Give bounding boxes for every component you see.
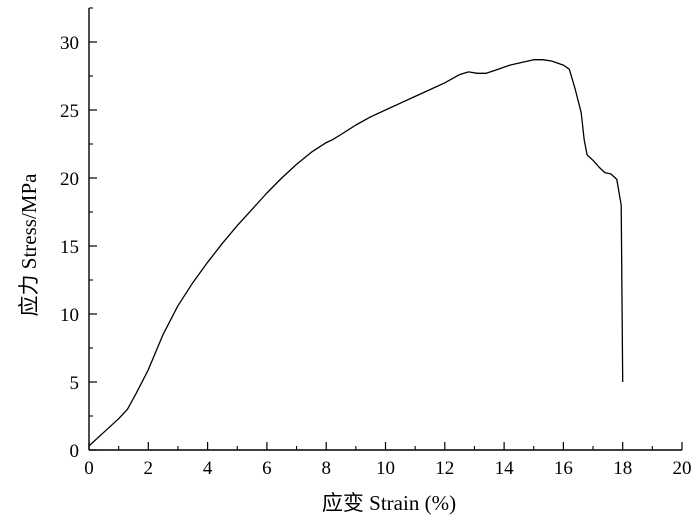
ticks — [88, 7, 683, 451]
y-tick-label: 10 — [60, 305, 79, 326]
x-tick-label: 18 — [613, 458, 632, 479]
x-axis-label: 应变 Strain (%) — [322, 491, 456, 515]
x-tick-label: 2 — [144, 458, 154, 479]
x-tick-label: 0 — [84, 458, 94, 479]
x-tick-label: 10 — [376, 458, 395, 479]
y-tick-label: 30 — [60, 33, 79, 54]
x-tick-label: 14 — [495, 458, 515, 479]
x-tick-label: 8 — [321, 458, 331, 479]
y-tick-label: 5 — [70, 373, 80, 394]
y-tick-label: 0 — [70, 441, 80, 462]
axes — [88, 8, 682, 451]
y-axis-label: 应力 Stress/MPa — [17, 173, 41, 317]
x-tick-label: 20 — [673, 458, 692, 479]
x-tick-label: 12 — [435, 458, 454, 479]
y-tick-label: 15 — [60, 237, 79, 258]
y-tick-label: 25 — [60, 101, 79, 122]
x-tick-label: 16 — [554, 458, 573, 479]
y-tick-label: 20 — [60, 169, 79, 190]
x-tick-label: 4 — [203, 458, 213, 479]
x-tick-label: 6 — [262, 458, 272, 479]
stress-strain-curve — [88, 59, 624, 447]
tick-labels: 0 2 4 6 8 10 12 14 16 18 20 0 5 10 15 20 25 30 — [60, 33, 692, 479]
